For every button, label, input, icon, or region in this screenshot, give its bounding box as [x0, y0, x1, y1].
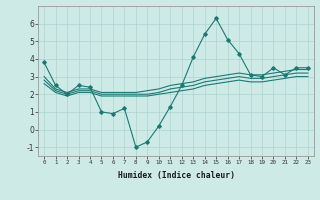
- X-axis label: Humidex (Indice chaleur): Humidex (Indice chaleur): [117, 171, 235, 180]
